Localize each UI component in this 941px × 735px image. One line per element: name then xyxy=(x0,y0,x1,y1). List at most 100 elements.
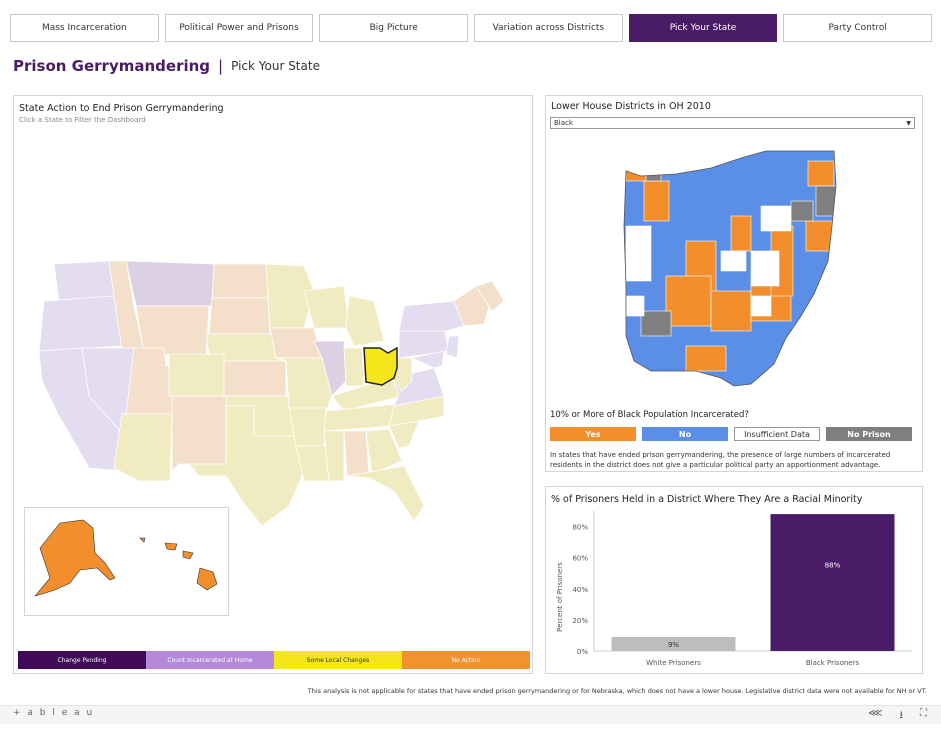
state-ia xyxy=(269,327,323,359)
legend-some-local-changes[interactable]: Some Local Changes xyxy=(274,651,402,669)
state-co xyxy=(168,353,225,397)
us-map-title: State Action to End Prison Gerrymanderin… xyxy=(19,103,224,114)
share-icon[interactable]: ⋘ xyxy=(868,708,883,719)
district-yes xyxy=(643,180,670,222)
state-md xyxy=(410,350,445,369)
y-tick-label: 20% xyxy=(572,617,588,625)
district-insufficient xyxy=(625,295,645,317)
us-map-subtitle: Click a State to Filter the Dashboard xyxy=(19,116,146,124)
district-insufficient xyxy=(720,250,747,272)
district-insufficient xyxy=(760,205,792,232)
district-map-title: Lower House Districts in OH 2010 xyxy=(551,101,711,112)
footer-note: This analysis is not applicable for stat… xyxy=(307,687,927,695)
district-yes xyxy=(665,275,712,327)
tab-variation-districts[interactable]: Variation across Districts xyxy=(474,14,623,42)
state-nm xyxy=(171,395,227,472)
race-dropdown[interactable]: Black ▼ xyxy=(550,117,915,129)
legend-change-pending[interactable]: Change Pending xyxy=(18,651,146,669)
dashboard-tabs: Mass Incarceration Political Power and P… xyxy=(10,14,933,42)
state-hi-3 xyxy=(182,550,194,560)
state-al xyxy=(343,430,370,477)
state-nj xyxy=(445,335,460,359)
page-title-main: Prison Gerrymandering xyxy=(13,57,211,75)
us-map-panel: State Action to End Prison Gerrymanderin… xyxy=(13,95,533,674)
state-ny xyxy=(398,300,465,332)
tab-party-control[interactable]: Party Control xyxy=(783,14,933,42)
state-tn xyxy=(323,403,400,432)
bar-data-label: 9% xyxy=(668,641,679,649)
us-map-legend: Change Pending Count Incarcerated at Hom… xyxy=(18,651,530,669)
district-no-prison xyxy=(790,200,814,222)
state-tx xyxy=(188,405,305,527)
state-hi-1 xyxy=(139,537,146,543)
x-tick-label: White Prisoners xyxy=(646,659,701,667)
state-mt xyxy=(125,260,215,307)
district-map-panel: Lower House Districts in OH 2010 Black ▼ xyxy=(545,95,923,472)
state-me xyxy=(475,280,505,312)
race-dropdown-value: Black xyxy=(554,119,573,127)
state-ks xyxy=(223,360,287,397)
minority-chart-title: % of Prisoners Held in a District Where … xyxy=(551,494,863,505)
y-axis-label: Percent of Prisoners xyxy=(556,562,564,632)
y-tick-label: 60% xyxy=(572,555,588,563)
state-in xyxy=(343,347,365,387)
state-il xyxy=(313,340,347,397)
ak-hi-inset xyxy=(24,507,229,616)
district-insufficient xyxy=(625,225,652,282)
district-category-legend: Yes No Insufficient Data No Prison xyxy=(550,427,912,441)
state-wa xyxy=(53,260,115,302)
chevron-down-icon: ▼ xyxy=(906,120,911,127)
toolbar-icons: ⋘ ⭳ ⛶ xyxy=(868,708,927,725)
state-ga xyxy=(365,428,403,475)
y-tick-label: 80% xyxy=(572,524,588,532)
state-wi xyxy=(303,285,350,329)
state-ms xyxy=(323,430,345,482)
x-tick-label: Black Prisoners xyxy=(806,659,860,667)
district-insufficient xyxy=(750,250,780,287)
district-no-prison xyxy=(645,170,662,182)
bar-white-prisoners[interactable] xyxy=(611,637,736,651)
us-map[interactable] xyxy=(14,96,532,673)
y-tick-label: 0% xyxy=(577,648,588,656)
y-tick-label: 40% xyxy=(572,586,588,594)
state-ut xyxy=(125,347,175,415)
download-icon[interactable]: ⭳ xyxy=(899,710,904,721)
minority-bar-chart: Percent of Prisoners 0% 20% 40% 60% 80% 9% Wh… xyxy=(556,511,912,667)
minority-chart-panel: % of Prisoners Held in a District Where … xyxy=(545,486,923,674)
state-hi-2 xyxy=(164,542,178,551)
district-yes xyxy=(807,160,835,187)
tab-political-power[interactable]: Political Power and Prisons xyxy=(164,14,314,42)
state-fl xyxy=(346,465,425,522)
tab-big-picture[interactable]: Big Picture xyxy=(319,14,469,42)
district-no-prison xyxy=(815,185,836,217)
state-or xyxy=(38,295,123,352)
ohio-district-map[interactable] xyxy=(546,146,922,406)
fullscreen-icon[interactable]: ⛶ xyxy=(920,708,927,719)
category-no[interactable]: No xyxy=(642,427,728,441)
district-yes xyxy=(730,215,752,252)
page-title: Prison Gerrymandering | Pick Your State xyxy=(13,57,320,75)
category-yes[interactable]: Yes xyxy=(550,427,636,441)
district-no-prison xyxy=(640,310,672,337)
category-insufficient-data[interactable]: Insufficient Data xyxy=(734,427,820,441)
legend-no-action[interactable]: No Action xyxy=(402,651,530,669)
category-no-prison[interactable]: No Prison xyxy=(826,427,912,441)
tableau-logo[interactable]: + a b l e a u xyxy=(13,708,95,718)
district-insufficient xyxy=(750,295,772,317)
state-az xyxy=(113,413,173,482)
bar-black-prisoners[interactable] xyxy=(770,514,895,651)
tab-pick-your-state[interactable]: Pick Your State xyxy=(628,14,778,42)
legend-count-incarcerated[interactable]: Count Incarcerated at Home xyxy=(146,651,274,669)
state-nd xyxy=(211,263,269,299)
state-oh-selected xyxy=(363,346,398,386)
page-title-sub: Pick Your State xyxy=(231,59,320,73)
district-yes xyxy=(710,290,752,332)
tab-mass-incarceration[interactable]: Mass Incarceration xyxy=(10,14,159,42)
district-note: In states that have ended prison gerryma… xyxy=(550,451,891,469)
district-question: 10% or More of Black Population Incarcer… xyxy=(550,410,749,420)
tableau-toolbar: + a b l e a u ⋘ ⭳ ⛶ xyxy=(0,705,941,724)
district-yes xyxy=(685,345,727,372)
state-ak xyxy=(34,519,116,597)
state-sd xyxy=(208,297,271,335)
page-title-separator: | xyxy=(218,57,224,75)
